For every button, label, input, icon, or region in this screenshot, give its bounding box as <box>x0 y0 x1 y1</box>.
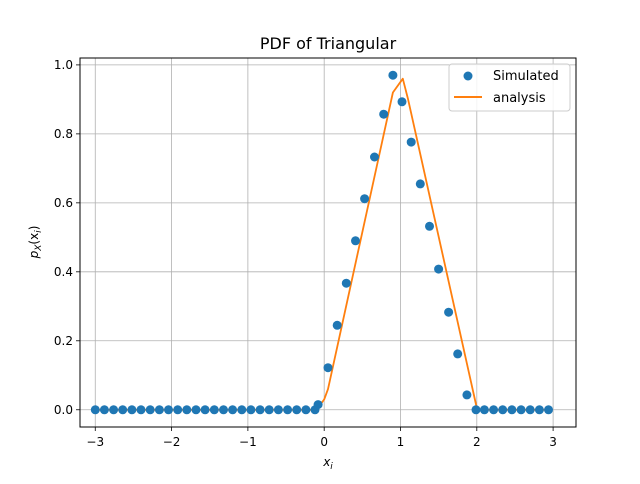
simulated-point <box>182 405 192 415</box>
y-tick-label: 0.8 <box>54 127 73 141</box>
simulated-point <box>507 405 517 415</box>
simulated-point <box>360 194 370 204</box>
simulated-point <box>489 405 499 415</box>
simulated-point <box>255 405 265 415</box>
simulated-point <box>118 405 128 415</box>
x-tick-label: 1 <box>397 435 405 449</box>
simulated-point <box>273 405 283 415</box>
simulated-point <box>379 109 389 119</box>
legend: Simulated analysis <box>448 63 571 112</box>
simulated-point <box>525 405 535 415</box>
chart-title: PDF of Triangular <box>260 34 397 53</box>
simulated-point <box>370 152 379 162</box>
simulated-point <box>351 236 360 246</box>
simulated-point <box>434 264 444 274</box>
x-tick-label: −2 <box>163 435 181 449</box>
simulated-point <box>397 97 407 107</box>
simulated-point <box>99 405 109 415</box>
y-tick-label: 0.6 <box>54 196 73 210</box>
simulated-point <box>341 278 351 288</box>
y-tick-label: 1.0 <box>54 58 73 72</box>
simulated-point <box>544 405 553 415</box>
x-axis-label-subscript: i <box>330 462 333 472</box>
simulated-point <box>425 221 434 231</box>
simulated-point <box>237 405 247 415</box>
legend-simulated-label: Simulated <box>493 69 559 84</box>
simulated-point <box>209 405 219 415</box>
simulated-point <box>109 405 119 415</box>
simulated-point <box>200 405 210 415</box>
simulated-point <box>388 70 398 80</box>
x-tick-label: 2 <box>473 435 481 449</box>
simulated-point <box>136 405 146 415</box>
legend-box <box>448 63 571 112</box>
simulated-point <box>313 400 323 410</box>
simulated-point <box>164 405 173 415</box>
y-axis-label-arg-close: ) <box>27 226 41 231</box>
simulated-point <box>173 405 183 415</box>
simulated-point <box>406 137 416 147</box>
x-tick-label: −3 <box>86 435 104 449</box>
simulated-point <box>219 405 228 415</box>
x-axis-label: xi <box>322 455 333 472</box>
simulated-point <box>264 405 274 415</box>
simulated-point <box>332 320 342 330</box>
simulated-point <box>323 363 333 373</box>
simulated-point <box>471 405 481 415</box>
x-tick-label: 3 <box>549 435 557 449</box>
y-axis-label-arg-subscript: i <box>34 230 44 233</box>
simulated-point <box>228 405 238 415</box>
y-tick-label: 0.0 <box>54 403 73 417</box>
y-tick-label: 0.4 <box>54 265 73 279</box>
simulated-point <box>415 179 425 189</box>
simulated-point <box>191 405 201 415</box>
legend-simulated-marker <box>463 71 473 81</box>
simulated-point <box>444 307 454 317</box>
y-axis-label: pX(xi) <box>27 226 44 260</box>
simulated-point <box>516 405 526 415</box>
simulated-point <box>246 405 256 415</box>
simulated-point <box>154 405 164 415</box>
simulated-point <box>145 405 155 415</box>
simulated-point <box>498 405 508 415</box>
simulated-point <box>283 405 293 415</box>
legend-analysis-label: analysis <box>493 91 546 106</box>
y-axis-label-subscript: X <box>34 244 44 252</box>
simulated-point <box>534 405 544 415</box>
y-axis-label-base: p <box>27 250 41 259</box>
simulated-point <box>301 405 311 415</box>
simulated-point <box>462 390 472 400</box>
tick-layer: −3 −2 −1 0 1 2 3 0.0 0.2 0.4 0.6 0.8 1.0 <box>54 58 557 449</box>
x-axis-label-base: x <box>322 455 331 469</box>
simulated-point <box>292 405 302 415</box>
y-axis-label-arg-open: (x <box>27 233 41 245</box>
simulated-point <box>479 405 489 415</box>
y-tick-label: 0.2 <box>54 334 73 348</box>
simulated-point <box>90 405 100 415</box>
x-tick-label: 0 <box>320 435 328 449</box>
x-tick-label: −1 <box>239 435 257 449</box>
simulated-point <box>127 405 137 415</box>
points-layer <box>90 70 553 415</box>
simulated-point <box>453 349 463 359</box>
plot-frame <box>79 57 577 428</box>
